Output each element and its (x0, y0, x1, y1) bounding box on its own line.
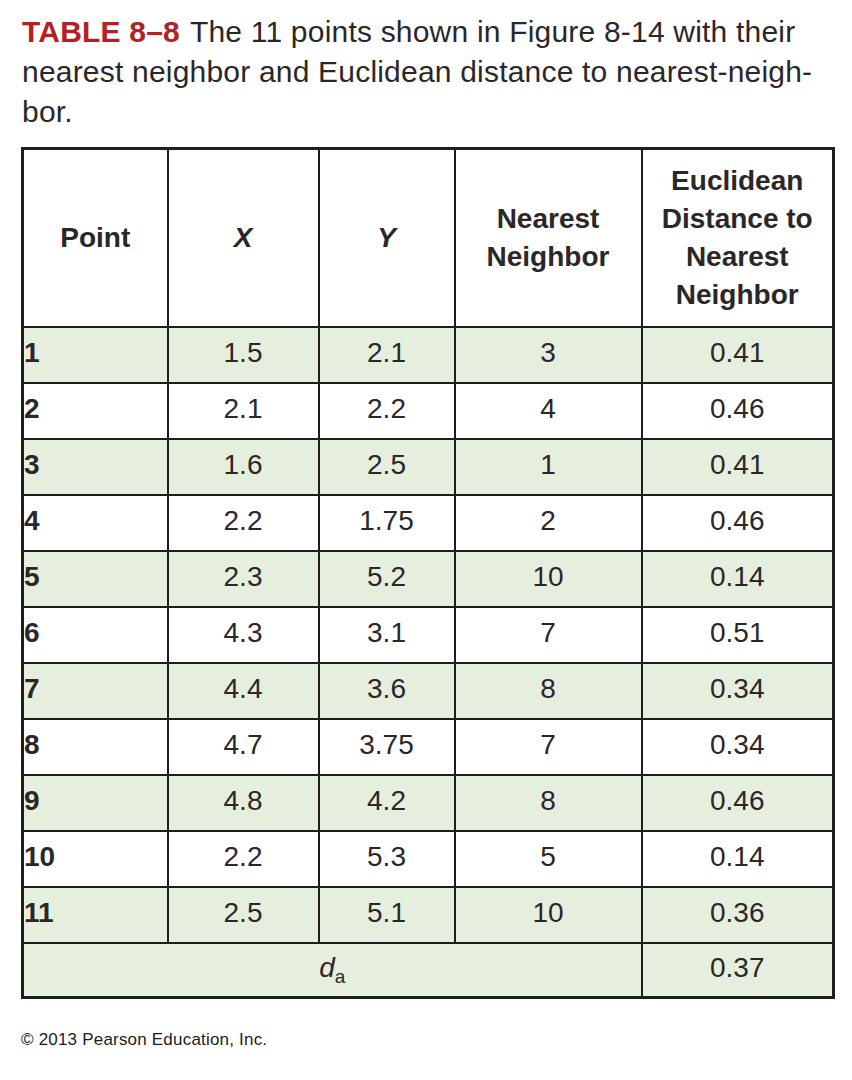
cell-distance: 0.46 (642, 495, 834, 551)
table-caption: TABLE 8–8The 11 points shown in Figure 8… (22, 12, 834, 132)
table-number-label: TABLE 8–8 (22, 15, 190, 48)
cell-nearest: 7 (455, 607, 642, 663)
cell-point: 6 (23, 607, 168, 663)
cell-distance: 0.14 (642, 551, 834, 607)
cell-x: 4.4 (168, 663, 319, 719)
cell-y: 4.2 (319, 775, 455, 831)
cell-distance: 0.46 (642, 775, 834, 831)
header-euclidean-distance: Euclidean Distance to Nearest Neighbor (642, 149, 834, 327)
cell-nearest: 4 (455, 383, 642, 439)
table-row: 9 4.8 4.2 8 0.46 (23, 775, 834, 831)
copyright-notice: © 2013 Pearson Education, Inc. (21, 1030, 267, 1050)
average-distance-label-cell: da (23, 943, 642, 998)
table-row: 1 1.5 2.1 3 0.41 (23, 327, 834, 383)
cell-y: 3.1 (319, 607, 455, 663)
cell-x: 1.6 (168, 439, 319, 495)
cell-y: 5.1 (319, 887, 455, 943)
cell-point: 4 (23, 495, 168, 551)
d-subscript: a (335, 966, 346, 987)
header-point: Point (23, 149, 168, 327)
header-x: X (168, 149, 319, 327)
cell-x: 2.2 (168, 495, 319, 551)
cell-x: 2.3 (168, 551, 319, 607)
cell-point: 10 (23, 831, 168, 887)
cell-y: 5.2 (319, 551, 455, 607)
cell-nearest: 7 (455, 719, 642, 775)
cell-nearest: 1 (455, 439, 642, 495)
header-y: Y (319, 149, 455, 327)
cell-distance: 0.41 (642, 327, 834, 383)
cell-x: 2.1 (168, 383, 319, 439)
cell-x: 1.5 (168, 327, 319, 383)
table-row: 5 2.3 5.2 10 0.14 (23, 551, 834, 607)
cell-nearest: 3 (455, 327, 642, 383)
cell-x: 2.2 (168, 831, 319, 887)
cell-nearest: 8 (455, 775, 642, 831)
caption-line-3: bor. (22, 92, 834, 132)
cell-nearest: 10 (455, 887, 642, 943)
cell-nearest: 2 (455, 495, 642, 551)
caption-line-2: nearest neighbor and Euclidean distance … (22, 52, 834, 92)
cell-point: 11 (23, 887, 168, 943)
cell-x: 2.5 (168, 887, 319, 943)
table-row: 4 2.2 1.75 2 0.46 (23, 495, 834, 551)
table-row: 10 2.2 5.3 5 0.14 (23, 831, 834, 887)
cell-y: 3.75 (319, 719, 455, 775)
cell-distance: 0.46 (642, 383, 834, 439)
table-header-row: Point X Y Nearest Neighbor Euclidean Dis… (23, 149, 834, 327)
cell-point: 7 (23, 663, 168, 719)
cell-y: 2.2 (319, 383, 455, 439)
cell-x: 4.8 (168, 775, 319, 831)
cell-point: 3 (23, 439, 168, 495)
page: TABLE 8–8The 11 points shown in Figure 8… (0, 0, 852, 1080)
cell-x: 4.7 (168, 719, 319, 775)
table-footer-row: da 0.37 (23, 943, 834, 998)
table-row: 11 2.5 5.1 10 0.36 (23, 887, 834, 943)
cell-y: 5.3 (319, 831, 455, 887)
table-row: 7 4.4 3.6 8 0.34 (23, 663, 834, 719)
cell-distance: 0.34 (642, 663, 834, 719)
nearest-neighbor-table: Point X Y Nearest Neighbor Euclidean Dis… (21, 147, 835, 999)
d-symbol: d (319, 952, 335, 983)
cell-distance: 0.14 (642, 831, 834, 887)
cell-y: 1.75 (319, 495, 455, 551)
cell-distance: 0.36 (642, 887, 834, 943)
cell-point: 1 (23, 327, 168, 383)
cell-point: 2 (23, 383, 168, 439)
average-distance-value-cell: 0.37 (642, 943, 834, 998)
cell-y: 2.5 (319, 439, 455, 495)
cell-nearest: 8 (455, 663, 642, 719)
cell-point: 9 (23, 775, 168, 831)
cell-nearest: 10 (455, 551, 642, 607)
table-row: 3 1.6 2.5 1 0.41 (23, 439, 834, 495)
table-row: 2 2.1 2.2 4 0.46 (23, 383, 834, 439)
cell-point: 5 (23, 551, 168, 607)
cell-distance: 0.34 (642, 719, 834, 775)
header-nearest-neighbor: Nearest Neighbor (455, 149, 642, 327)
caption-line-1: The 11 points shown in Figure 8-14 with … (190, 15, 795, 48)
cell-distance: 0.51 (642, 607, 834, 663)
table-row: 8 4.7 3.75 7 0.34 (23, 719, 834, 775)
cell-x: 4.3 (168, 607, 319, 663)
table-row: 6 4.3 3.1 7 0.51 (23, 607, 834, 663)
cell-distance: 0.41 (642, 439, 834, 495)
cell-y: 3.6 (319, 663, 455, 719)
cell-point: 8 (23, 719, 168, 775)
cell-nearest: 5 (455, 831, 642, 887)
cell-y: 2.1 (319, 327, 455, 383)
